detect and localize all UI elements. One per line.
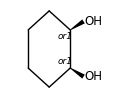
- Text: OH: OH: [84, 15, 102, 28]
- Polygon shape: [70, 68, 85, 79]
- Text: or1: or1: [58, 32, 73, 41]
- Polygon shape: [70, 19, 85, 30]
- Text: OH: OH: [84, 70, 102, 83]
- Text: or1: or1: [58, 57, 73, 66]
